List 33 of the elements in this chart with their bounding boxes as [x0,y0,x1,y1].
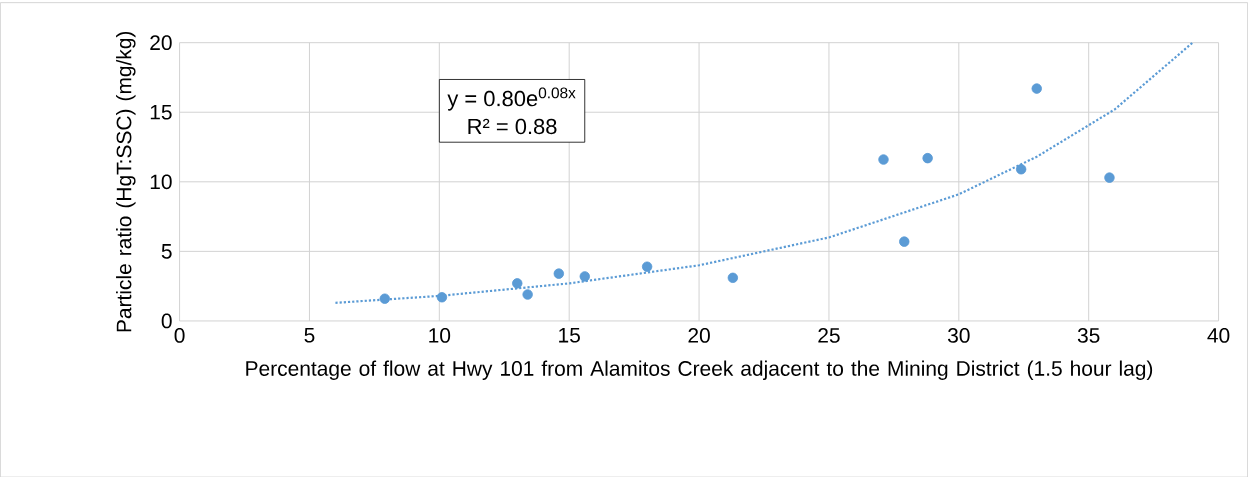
x-tick-label: 0 [174,327,185,343]
y-tick-label: 20 [150,35,172,50]
x-tick-label: 10 [429,327,451,343]
point [579,270,590,282]
point [522,289,533,300]
annotation: R² = 0.88 [468,118,557,135]
point [922,152,933,164]
point [379,293,390,304]
point [641,261,653,272]
x-tick-label: 35 [1077,327,1100,343]
y-axis-title: Particle ratio (HgT:SSC) (mg/kg) [116,31,136,332]
annotation: y = 0.80e$^{0.08x}$ [447,87,576,111]
x-tick-label: 15 [559,327,580,343]
line-series [334,41,1194,304]
x-tick-label: 5 [304,327,315,343]
point [1031,83,1042,94]
y-tick-label: 15 [150,104,172,120]
point [512,277,523,289]
point [553,268,564,279]
x-tick-label: 20 [688,327,710,343]
point [1104,172,1115,183]
x-axis-title: Percentage of flow at Hwy 101 from Alamitos Creek adjacent to the Mining District (1.5 hour lag) [246,360,1153,380]
x-tick-label: 30 [947,327,970,343]
point [899,236,910,247]
x-tick-label: 40 [1207,327,1230,343]
point [436,291,448,303]
y-tick-label: 5 [161,243,172,259]
x-tick-label: 25 [818,327,840,343]
point [727,272,739,283]
point [878,154,889,165]
y-tick-label: 10 [150,174,172,189]
point [1015,163,1027,175]
y-tick-label: 0 [161,313,172,329]
